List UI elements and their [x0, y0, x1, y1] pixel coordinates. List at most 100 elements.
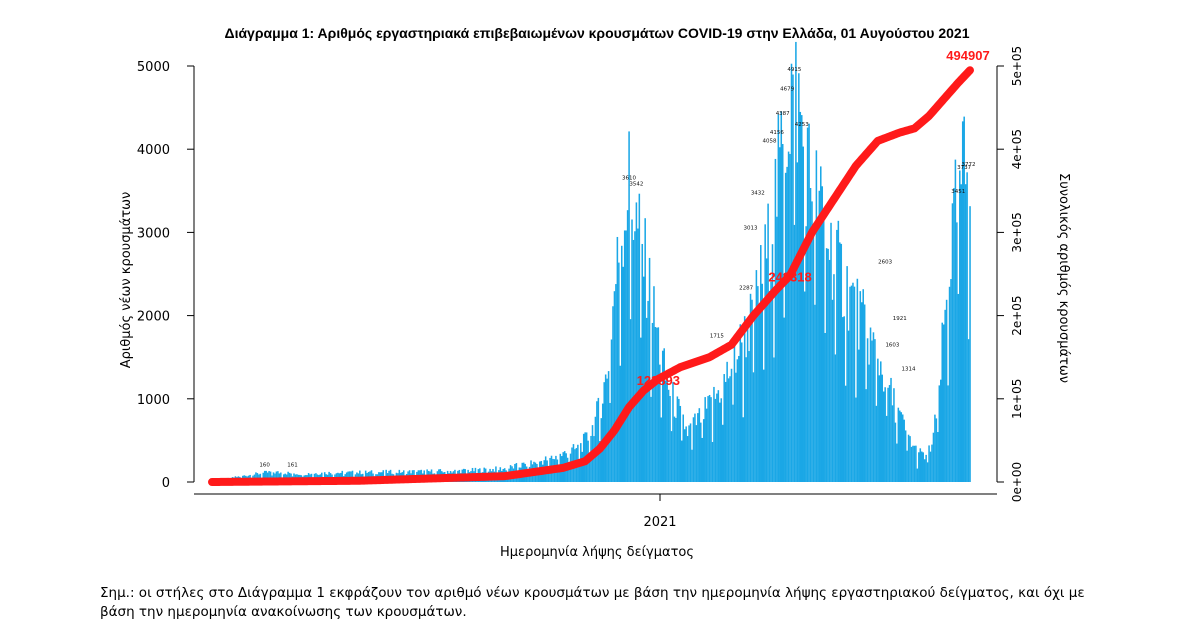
bar [793, 224, 796, 482]
bar-value-label: 4679 [780, 87, 794, 93]
bar [265, 470, 267, 482]
bar-value-label: 3542 [629, 181, 643, 187]
bar [947, 385, 949, 482]
bar [654, 326, 657, 482]
x-tick-label: 2021 [643, 515, 676, 530]
bar [822, 219, 825, 483]
bar [800, 115, 803, 483]
bar [641, 243, 644, 482]
bar [596, 401, 598, 482]
y2-tick-label: 4e+05 [1010, 129, 1024, 169]
bar [969, 206, 971, 482]
bar [904, 430, 907, 482]
bar [341, 470, 344, 482]
bar [736, 359, 739, 482]
bar [767, 203, 769, 482]
bar [698, 408, 701, 482]
bar [730, 368, 733, 482]
bar-value-label: 161 [287, 463, 298, 469]
bar-value-label: 4387 [776, 111, 790, 117]
bar [272, 472, 275, 482]
bar [351, 470, 354, 482]
bar [831, 299, 834, 482]
bar [717, 390, 720, 482]
bar-value-label: 2603 [878, 259, 892, 265]
bar [607, 371, 610, 482]
bar [679, 405, 682, 482]
cumulative-line-group [208, 66, 974, 486]
y2-tick-label: 5e+05 [1010, 46, 1024, 86]
bar [634, 231, 636, 482]
bar [735, 372, 737, 482]
bar [919, 448, 922, 482]
bar [280, 472, 282, 482]
bar-value-label: 1314 [902, 367, 916, 373]
bar [347, 471, 349, 482]
bar-value-label: 1715 [710, 333, 724, 339]
bar [666, 376, 668, 482]
bar-value-label: 4058 [763, 138, 777, 144]
bar [773, 357, 775, 482]
bar [269, 471, 272, 482]
bar [960, 184, 963, 482]
bar [918, 452, 920, 482]
bar [708, 394, 711, 482]
bar [359, 470, 361, 482]
bar [597, 397, 600, 482]
bar [670, 431, 673, 482]
bar [934, 414, 936, 482]
bar [858, 349, 860, 482]
bar [758, 306, 761, 482]
bar [862, 289, 864, 482]
y-tick-label: 3000 [137, 226, 170, 241]
bar [811, 201, 813, 482]
bar [821, 186, 824, 483]
bar [890, 377, 892, 482]
bar [847, 330, 850, 482]
bar-value-label: 1921 [893, 316, 907, 322]
bar [751, 299, 753, 482]
bar [616, 236, 619, 482]
bar [657, 327, 660, 482]
bar [581, 451, 584, 482]
bar [792, 74, 794, 482]
bar [900, 412, 903, 482]
footnote: Σημ.: οι στήλες στο Διάγραμμα 1 εκφράζου… [100, 585, 1085, 620]
bar [865, 389, 867, 482]
bar [711, 441, 714, 482]
bar [620, 245, 623, 482]
bar [275, 471, 278, 482]
bar [907, 434, 910, 482]
bar [603, 382, 605, 482]
bar [843, 316, 845, 482]
bar [880, 361, 882, 482]
bar [754, 318, 756, 482]
y-tick-label: 4000 [137, 143, 170, 158]
bar [661, 350, 664, 482]
bar [637, 228, 639, 482]
bar [645, 317, 648, 482]
bar [606, 378, 608, 482]
bar [942, 324, 945, 482]
bar [765, 258, 768, 482]
bar [866, 338, 869, 482]
bar [896, 443, 898, 482]
bar [906, 450, 908, 482]
bar [881, 374, 884, 482]
bar [721, 424, 724, 482]
bar [740, 342, 743, 482]
bar [786, 166, 788, 482]
bar [364, 470, 367, 482]
bar [568, 466, 570, 482]
bar [863, 304, 866, 482]
bar [956, 222, 958, 482]
bar [950, 279, 952, 482]
y-axis-right-ticks: 0e+00 1e+05 2e+05 3e+05 4e+05 5e+05 [997, 46, 1024, 502]
bar [745, 357, 747, 482]
bar [868, 364, 870, 482]
bar-value-label: 3772 [962, 162, 976, 168]
bar [733, 345, 736, 482]
bar [755, 270, 758, 482]
